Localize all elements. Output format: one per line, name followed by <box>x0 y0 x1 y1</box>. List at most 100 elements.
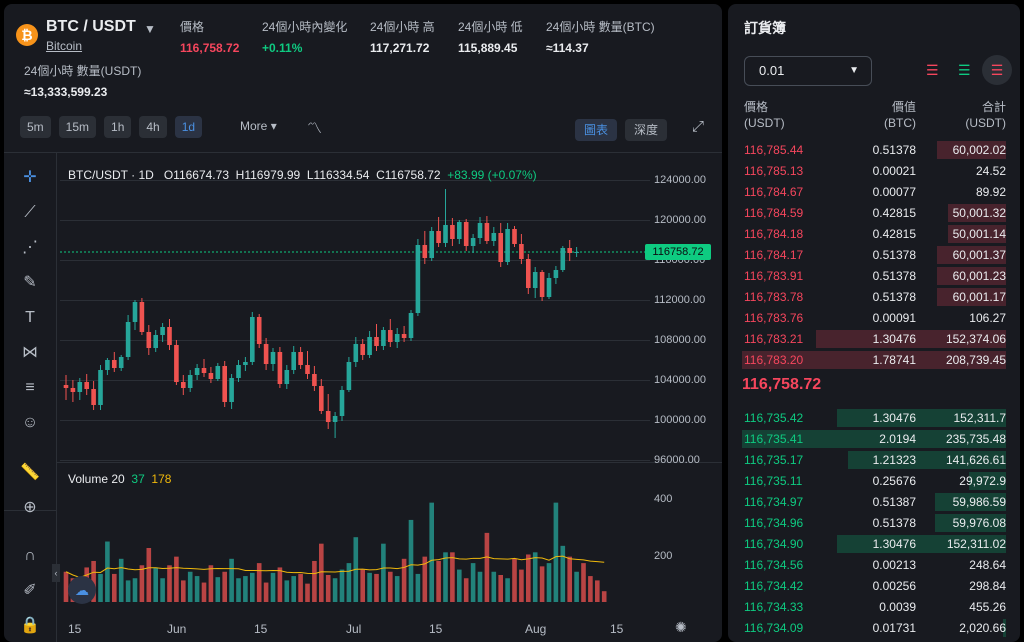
text-tool-icon[interactable]: T <box>25 309 35 326</box>
header-price: 價格 (USDT) <box>744 99 785 131</box>
stat-value: 117,271.72 <box>370 41 430 55</box>
vol-tick: 400 <box>654 493 673 505</box>
timeframe-5m[interactable]: 5m <box>20 116 51 138</box>
both-sides-icon[interactable]: ☰ <box>982 55 1012 85</box>
bid-row[interactable]: 116,734.97 0.51387 59,986.59 <box>742 493 1006 511</box>
header-amount-label: 價值 <box>891 100 916 114</box>
bid-row[interactable]: 116,735.41 2.0194 235,735.48 <box>742 430 1006 448</box>
ask-row[interactable]: 116,783.78 0.51378 60,001.17 <box>742 288 1006 306</box>
candlestick-chart[interactable] <box>60 154 650 614</box>
candle-body <box>174 345 179 382</box>
candle-body <box>70 388 76 392</box>
ask-row[interactable]: 116,785.13 0.00021 24.52 <box>742 162 1006 180</box>
depth-bar <box>837 409 1006 427</box>
candle-body <box>408 313 414 338</box>
depth-bar <box>937 267 1006 285</box>
row-amount: 0.51378 <box>872 516 916 530</box>
ask-row[interactable]: 116,783.20 1.78741 208,739.45 <box>742 351 1006 369</box>
magnet-icon[interactable]: ∩ <box>24 547 36 564</box>
chart-view-button[interactable]: 圖表 <box>575 119 618 141</box>
row-total: 455.26 <box>969 600 1006 614</box>
depth-bar <box>934 514 1006 532</box>
candle-body <box>112 360 117 368</box>
depth-bar <box>742 351 1006 369</box>
bid-row[interactable]: 116,734.90 1.30476 152,311.02 <box>742 535 1006 553</box>
bid-row[interactable]: 116,735.11 0.25676 29,972.9 <box>742 472 1006 490</box>
asks-only-icon[interactable]: ☰ <box>926 62 939 78</box>
pair-dropdown-icon[interactable]: ▼ <box>144 22 156 36</box>
depth-bar <box>969 472 1006 490</box>
fullscreen-icon[interactable]: ⤢ <box>692 118 705 135</box>
stat-5: 24個小時 數量(USDT) ≈13,333,599.23 <box>24 62 141 99</box>
volume-bar <box>174 556 179 602</box>
timeframe-1d[interactable]: 1d <box>174 116 203 138</box>
lock-drawing-icon[interactable]: ✐ <box>23 582 37 599</box>
volume-bar <box>305 583 310 602</box>
ask-row[interactable]: 116,783.21 1.30476 152,374.06 <box>742 330 1006 348</box>
volume-bar <box>505 578 510 602</box>
more-label: More <box>240 119 268 133</box>
candle-body <box>167 327 172 345</box>
emoji-icon[interactable]: ☺ <box>21 414 39 431</box>
depth-view-button[interactable]: 深度 <box>625 119 668 141</box>
brush-icon[interactable]: ✎ <box>23 274 37 291</box>
forecast-tool-icon[interactable]: ≡ <box>25 379 35 396</box>
stat-4: 24個小時 數量(BTC) ≈114.37 <box>546 18 655 55</box>
volume-bar <box>484 532 490 602</box>
pair-symbol[interactable]: BTC / USDT <box>46 18 136 35</box>
zoom-in-icon[interactable]: ⊕ <box>23 499 37 516</box>
y-tick: 108000.00 <box>654 334 706 346</box>
row-amount: 0.51378 <box>872 290 916 304</box>
ask-row[interactable]: 116,784.59 0.42815 50,001.32 <box>742 204 1006 222</box>
candle-body <box>187 375 193 388</box>
collapse-toolbar-icon[interactable]: ‹ <box>52 564 60 582</box>
fib-tool-icon[interactable]: ⋰ <box>22 239 38 256</box>
volume-ma-line <box>65 555 605 579</box>
more-timeframes-button[interactable]: More ▾ <box>240 119 277 133</box>
timeframe-15m[interactable]: 15m <box>58 116 97 138</box>
row-price: 116,734.42 <box>744 579 804 593</box>
candle-body <box>132 302 138 322</box>
volume-bar <box>222 571 227 602</box>
timeframe-1h[interactable]: 1h <box>104 116 132 138</box>
bid-row[interactable]: 116,734.33 0.0039 455.26 <box>742 598 1006 616</box>
bid-row[interactable]: 116,735.42 1.30476 152,311.7 <box>742 409 1006 427</box>
bid-row[interactable]: 116,734.96 0.51378 59,976.08 <box>742 514 1006 532</box>
pair-subtitle-link[interactable]: Bitcoin <box>46 39 83 53</box>
lock-icon[interactable]: 🔒 <box>20 617 40 634</box>
grid-line <box>60 380 650 381</box>
bid-row[interactable]: 116,735.17 1.21323 141,626.61 <box>742 451 1006 469</box>
cloud-icon[interactable]: ☁ <box>68 576 96 604</box>
tick-size-select[interactable]: 0.01 ▼ <box>744 56 872 86</box>
bid-row[interactable]: 116,734.56 0.00213 248.64 <box>742 556 1006 574</box>
row-price: 116,784.67 <box>744 185 804 199</box>
candle-body <box>422 245 428 258</box>
ask-row[interactable]: 116,783.91 0.51378 60,001.23 <box>742 267 1006 285</box>
ask-row[interactable]: 116,784.18 0.42815 50,001.14 <box>742 225 1006 243</box>
volume-bar <box>553 502 559 602</box>
candle-body <box>146 332 152 348</box>
volume-bar <box>112 573 117 602</box>
row-total: 50,001.32 <box>952 206 1006 220</box>
x-tick: 15 <box>610 622 624 636</box>
indicator-icon[interactable]: 〽 <box>307 120 323 137</box>
ask-row[interactable]: 116,783.76 0.00091 106.27 <box>742 309 1006 327</box>
ruler-icon[interactable]: 📏 <box>20 464 40 481</box>
orderbook-title: 訂貨簿 <box>744 20 786 36</box>
bid-row[interactable]: 116,734.09 0.01731 2,020.66 <box>742 619 1006 637</box>
candle-body <box>84 382 89 389</box>
ask-row[interactable]: 116,784.67 0.00077 89.92 <box>742 183 1006 201</box>
pattern-tool-icon[interactable]: ⋈ <box>22 344 38 361</box>
trend-line-icon[interactable]: ⟋ <box>24 204 36 221</box>
ask-row[interactable]: 116,784.17 0.51378 60,001.37 <box>742 246 1006 264</box>
row-price: 116,734.56 <box>744 558 804 572</box>
bids-only-icon[interactable]: ☰ <box>958 62 971 78</box>
candle-body <box>546 278 552 297</box>
ask-row[interactable]: 116,785.44 0.51378 60,002.02 <box>742 141 1006 159</box>
timeframe-4h[interactable]: 4h <box>139 116 167 138</box>
bid-row[interactable]: 116,734.42 0.00256 298.84 <box>742 577 1006 595</box>
crosshair-icon[interactable]: ✛ <box>23 169 37 186</box>
y-tick: 96000.00 <box>654 454 700 466</box>
settings-icon[interactable]: ✺ <box>675 619 687 635</box>
volume-bar <box>319 543 324 602</box>
